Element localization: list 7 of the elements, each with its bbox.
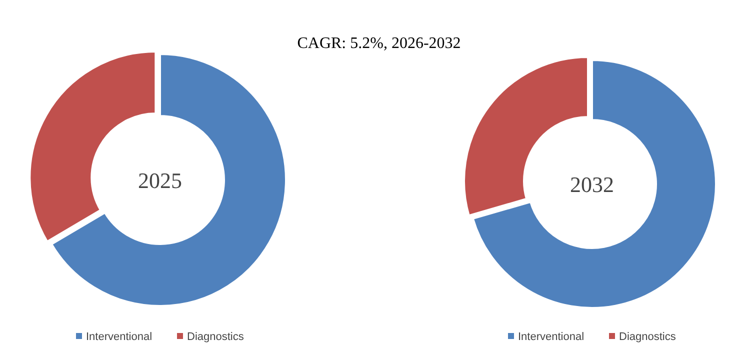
legend-label: Diagnostics	[619, 331, 676, 343]
text: 2025	[138, 168, 182, 193]
legend-label: Interventional	[518, 331, 584, 343]
text: 2032	[570, 172, 614, 197]
legend-label: Diagnostics	[187, 331, 244, 343]
legend-label: Interventional	[86, 331, 152, 343]
text: CAGR: 5.2%, 2026-2032	[297, 35, 461, 52]
